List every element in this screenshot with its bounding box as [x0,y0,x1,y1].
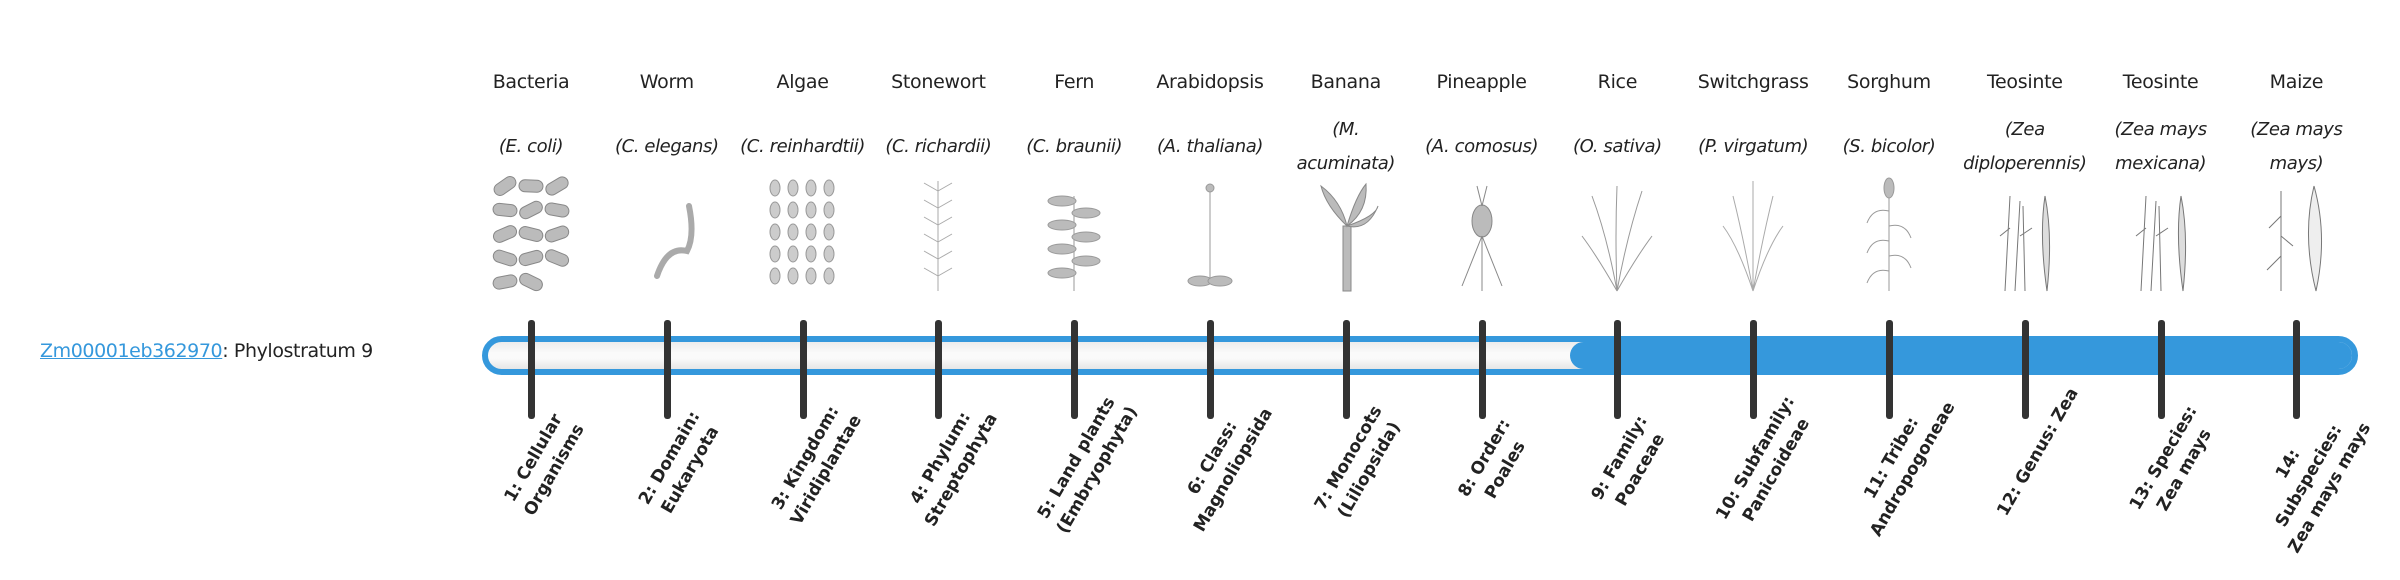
stratum-label: 1: Cellular Organisms [500,410,589,520]
organism-common-name: Algae [776,71,829,93]
phylostratum-bar [482,336,2358,375]
organism-scientific-name: (C. richardii) [885,136,992,157]
organism-scientific-name: (S. bicolor) [1842,136,1936,157]
stratum-tick [1071,320,1079,419]
organism-scientific-name: (C. braunii) [1026,136,1123,157]
sorghum-image [1866,177,1912,291]
phylostratum-text: : Phylostratum 9 [222,340,373,362]
stratum-tick [1207,320,1214,419]
gene-label: Zm00001eb362970: Phylostratum 9 [40,340,373,362]
stratum-label: 14: Subspecies: Zea mays mays [2272,419,2376,557]
organism-common-name: Bacteria [492,71,570,93]
organism-scientific-name: (E. coli) [498,136,564,157]
organism-scientific-name: (A. thaliana) [1157,136,1263,157]
organism-common-name: Stonewort [891,71,986,93]
organism-scientific-name: (O. sativa) [1573,136,1662,157]
stratum-tick [2157,320,2165,419]
stratum-tick [1614,320,1622,419]
organism-common-name: Sorghum [1847,71,1931,93]
organism-scientific-name: (C. reinhardtii) [740,136,866,157]
rice-image [1581,185,1653,292]
organism-common-name: Worm [639,71,694,93]
stratum-label: 13: Species: Zea mays [2125,402,2216,515]
stratum-tick [1886,320,1893,419]
stratum-label: 8: Order: Poales [1453,415,1530,503]
stratum-label: 5: Land plants (Embryophyta) [1033,393,1143,537]
stratum-tick [663,320,671,419]
teosinte-image [2135,195,2186,292]
stratum-tick [528,320,535,419]
stratum-label: 10: Subfamily: Panicoideae [1712,392,1815,526]
stratum-tick [799,320,807,419]
pineapple-image [1461,185,1503,291]
stratum-label: 12: Genus: Zea [1993,384,2083,520]
organism-scientific-name: (Zea mays mays) [2250,119,2343,174]
organism-common-name: Teosinte [1986,71,2063,93]
stratum-tick [935,320,943,419]
organism-common-name: Banana [1310,71,1382,93]
organism-common-name: Switchgrass [1697,71,1809,93]
organism-common-name: Rice [1597,71,1638,93]
bacteria-image [492,176,570,292]
stratum-tick [2021,320,2029,419]
stratum-label: 9: Family: Poaceae [1587,412,1670,510]
stratum-tick [1342,320,1350,419]
worm-image [653,203,695,279]
switchgrass-image [1722,181,1784,292]
stratum-label: 11: Tribe: Andropogoneae [1860,398,1960,540]
stratum-label: 7: Monocots (Liliopsida) [1310,402,1405,522]
stonewort-image [924,181,953,291]
stratum-tick [1750,320,1758,419]
stratum-label: 4: Phylum: Streptophyta [906,408,1003,531]
stratum-label: 3: Kingdom: Viridiplantae [767,402,866,529]
maize-image [2267,185,2323,292]
organism-scientific-name: (C. elegans) [614,136,719,157]
stratum-tick [2293,320,2301,419]
organism-scientific-name: (M. acuminata) [1296,119,1396,174]
stratum-tick [1478,320,1486,419]
arabidopsis-image [1187,183,1233,287]
fern-image [1047,195,1101,291]
organism-common-name: Arabidopsis [1156,71,1264,93]
organism-common-name: Maize [2269,71,2324,93]
organism-scientific-name: (Zea diploperennis) [1963,119,2087,174]
phylostratum-fill [1569,342,2352,369]
organism-common-name: Teosinte [2122,71,2199,93]
organism-scientific-name: (Zea mays mexicana) [2114,119,2208,174]
algae-image [769,179,835,285]
stratum-label: 6: Class: Magnoliopsida [1183,404,1277,536]
stratum-label: 2: Domain: Eukaryota [634,407,724,518]
organism-common-name: Pineapple [1436,71,1527,93]
banana-image [1319,182,1379,292]
organism-scientific-name: (A. comosus) [1425,136,1539,157]
organism-scientific-name: (P. virgatum) [1698,136,1809,157]
teosinte-image [1999,195,2050,292]
organism-common-name: Fern [1054,71,1095,93]
gene-link[interactable]: Zm00001eb362970 [40,340,223,362]
